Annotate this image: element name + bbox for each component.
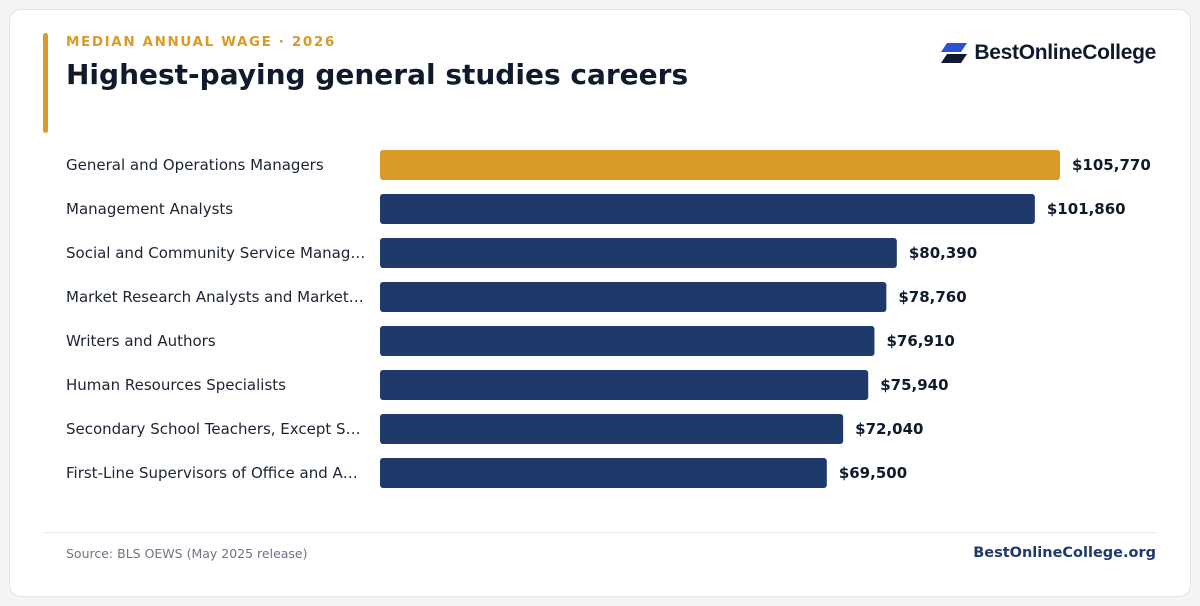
brand-name: BestOnlineCollege xyxy=(974,41,1156,64)
bar xyxy=(380,194,1035,224)
value-label: $69,500 xyxy=(839,464,907,482)
bar xyxy=(380,326,875,356)
category-label: Writers and Authors xyxy=(66,332,216,350)
value-label: $72,040 xyxy=(855,420,923,438)
bar xyxy=(380,282,887,312)
category-label: Human Resources Specialists xyxy=(66,376,286,394)
bar xyxy=(380,458,827,488)
accent-bar xyxy=(43,33,48,133)
bar xyxy=(380,238,897,268)
value-label: $78,760 xyxy=(898,288,966,306)
value-label: $75,940 xyxy=(880,376,948,394)
chart-title: Highest-paying general studies careers xyxy=(66,58,689,91)
value-label: $101,860 xyxy=(1047,200,1126,218)
bar xyxy=(380,414,844,444)
source-note: Source: BLS OEWS (May 2025 release) xyxy=(66,546,308,561)
value-label: $80,390 xyxy=(909,244,977,262)
footer-divider xyxy=(44,532,1156,533)
bar xyxy=(380,370,869,400)
value-label: $105,770 xyxy=(1072,156,1151,174)
category-label: General and Operations Managers xyxy=(66,156,324,174)
category-label: Market Research Analysts and Market… xyxy=(66,288,364,306)
stacked-parallelograms-icon xyxy=(941,43,968,63)
chart-eyebrow: MEDIAN ANNUAL WAGE · 2026 xyxy=(66,34,336,50)
category-label: Secondary School Teachers, Except S… xyxy=(66,420,361,438)
category-label: First-Line Supervisors of Office and A… xyxy=(66,464,358,482)
value-label: $76,910 xyxy=(886,332,954,350)
bar xyxy=(380,150,1060,180)
site-link[interactable]: BestOnlineCollege.org xyxy=(973,545,1156,561)
category-label: Social and Community Service Manag… xyxy=(66,244,365,262)
category-label: Management Analysts xyxy=(66,200,233,218)
brand-logo[interactable]: BestOnlineCollege xyxy=(941,41,1156,65)
